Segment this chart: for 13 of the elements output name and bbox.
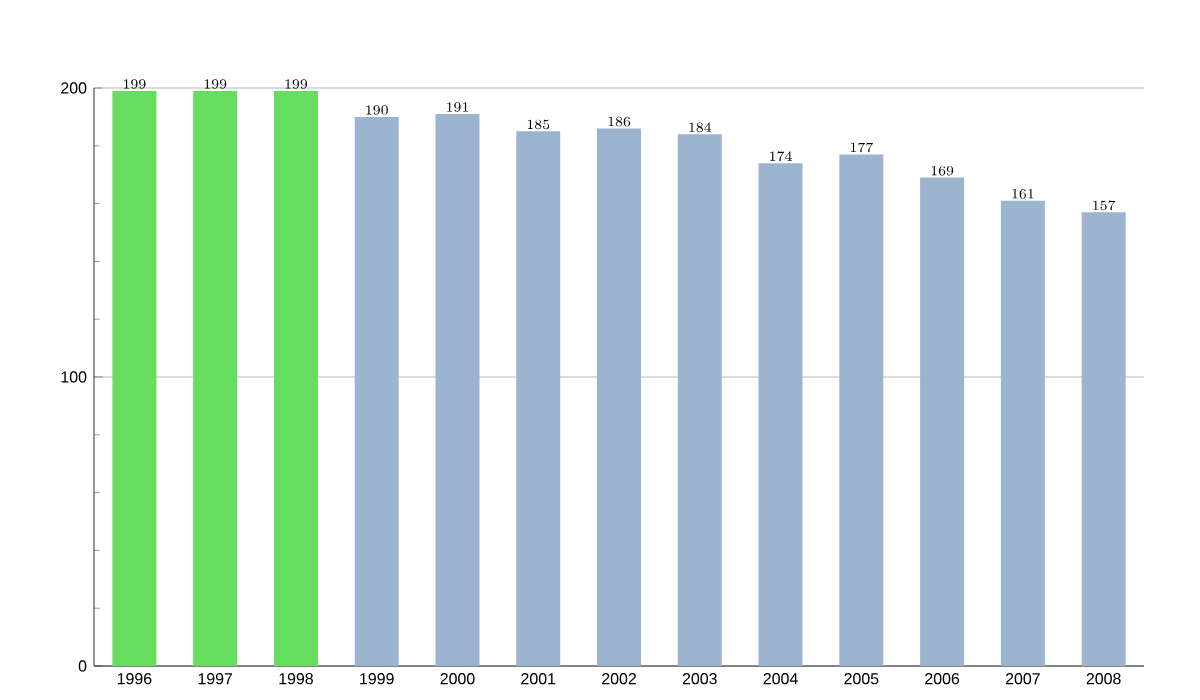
bar	[516, 131, 561, 666]
bar	[1081, 212, 1126, 666]
bar	[920, 177, 965, 666]
bar	[677, 134, 722, 666]
bar	[758, 163, 803, 666]
bar	[193, 90, 238, 666]
bar	[1000, 200, 1045, 666]
bar	[273, 90, 318, 666]
bar	[435, 114, 480, 666]
bar	[597, 128, 642, 666]
bar	[839, 154, 884, 666]
bar	[112, 90, 157, 666]
bar	[354, 116, 399, 666]
